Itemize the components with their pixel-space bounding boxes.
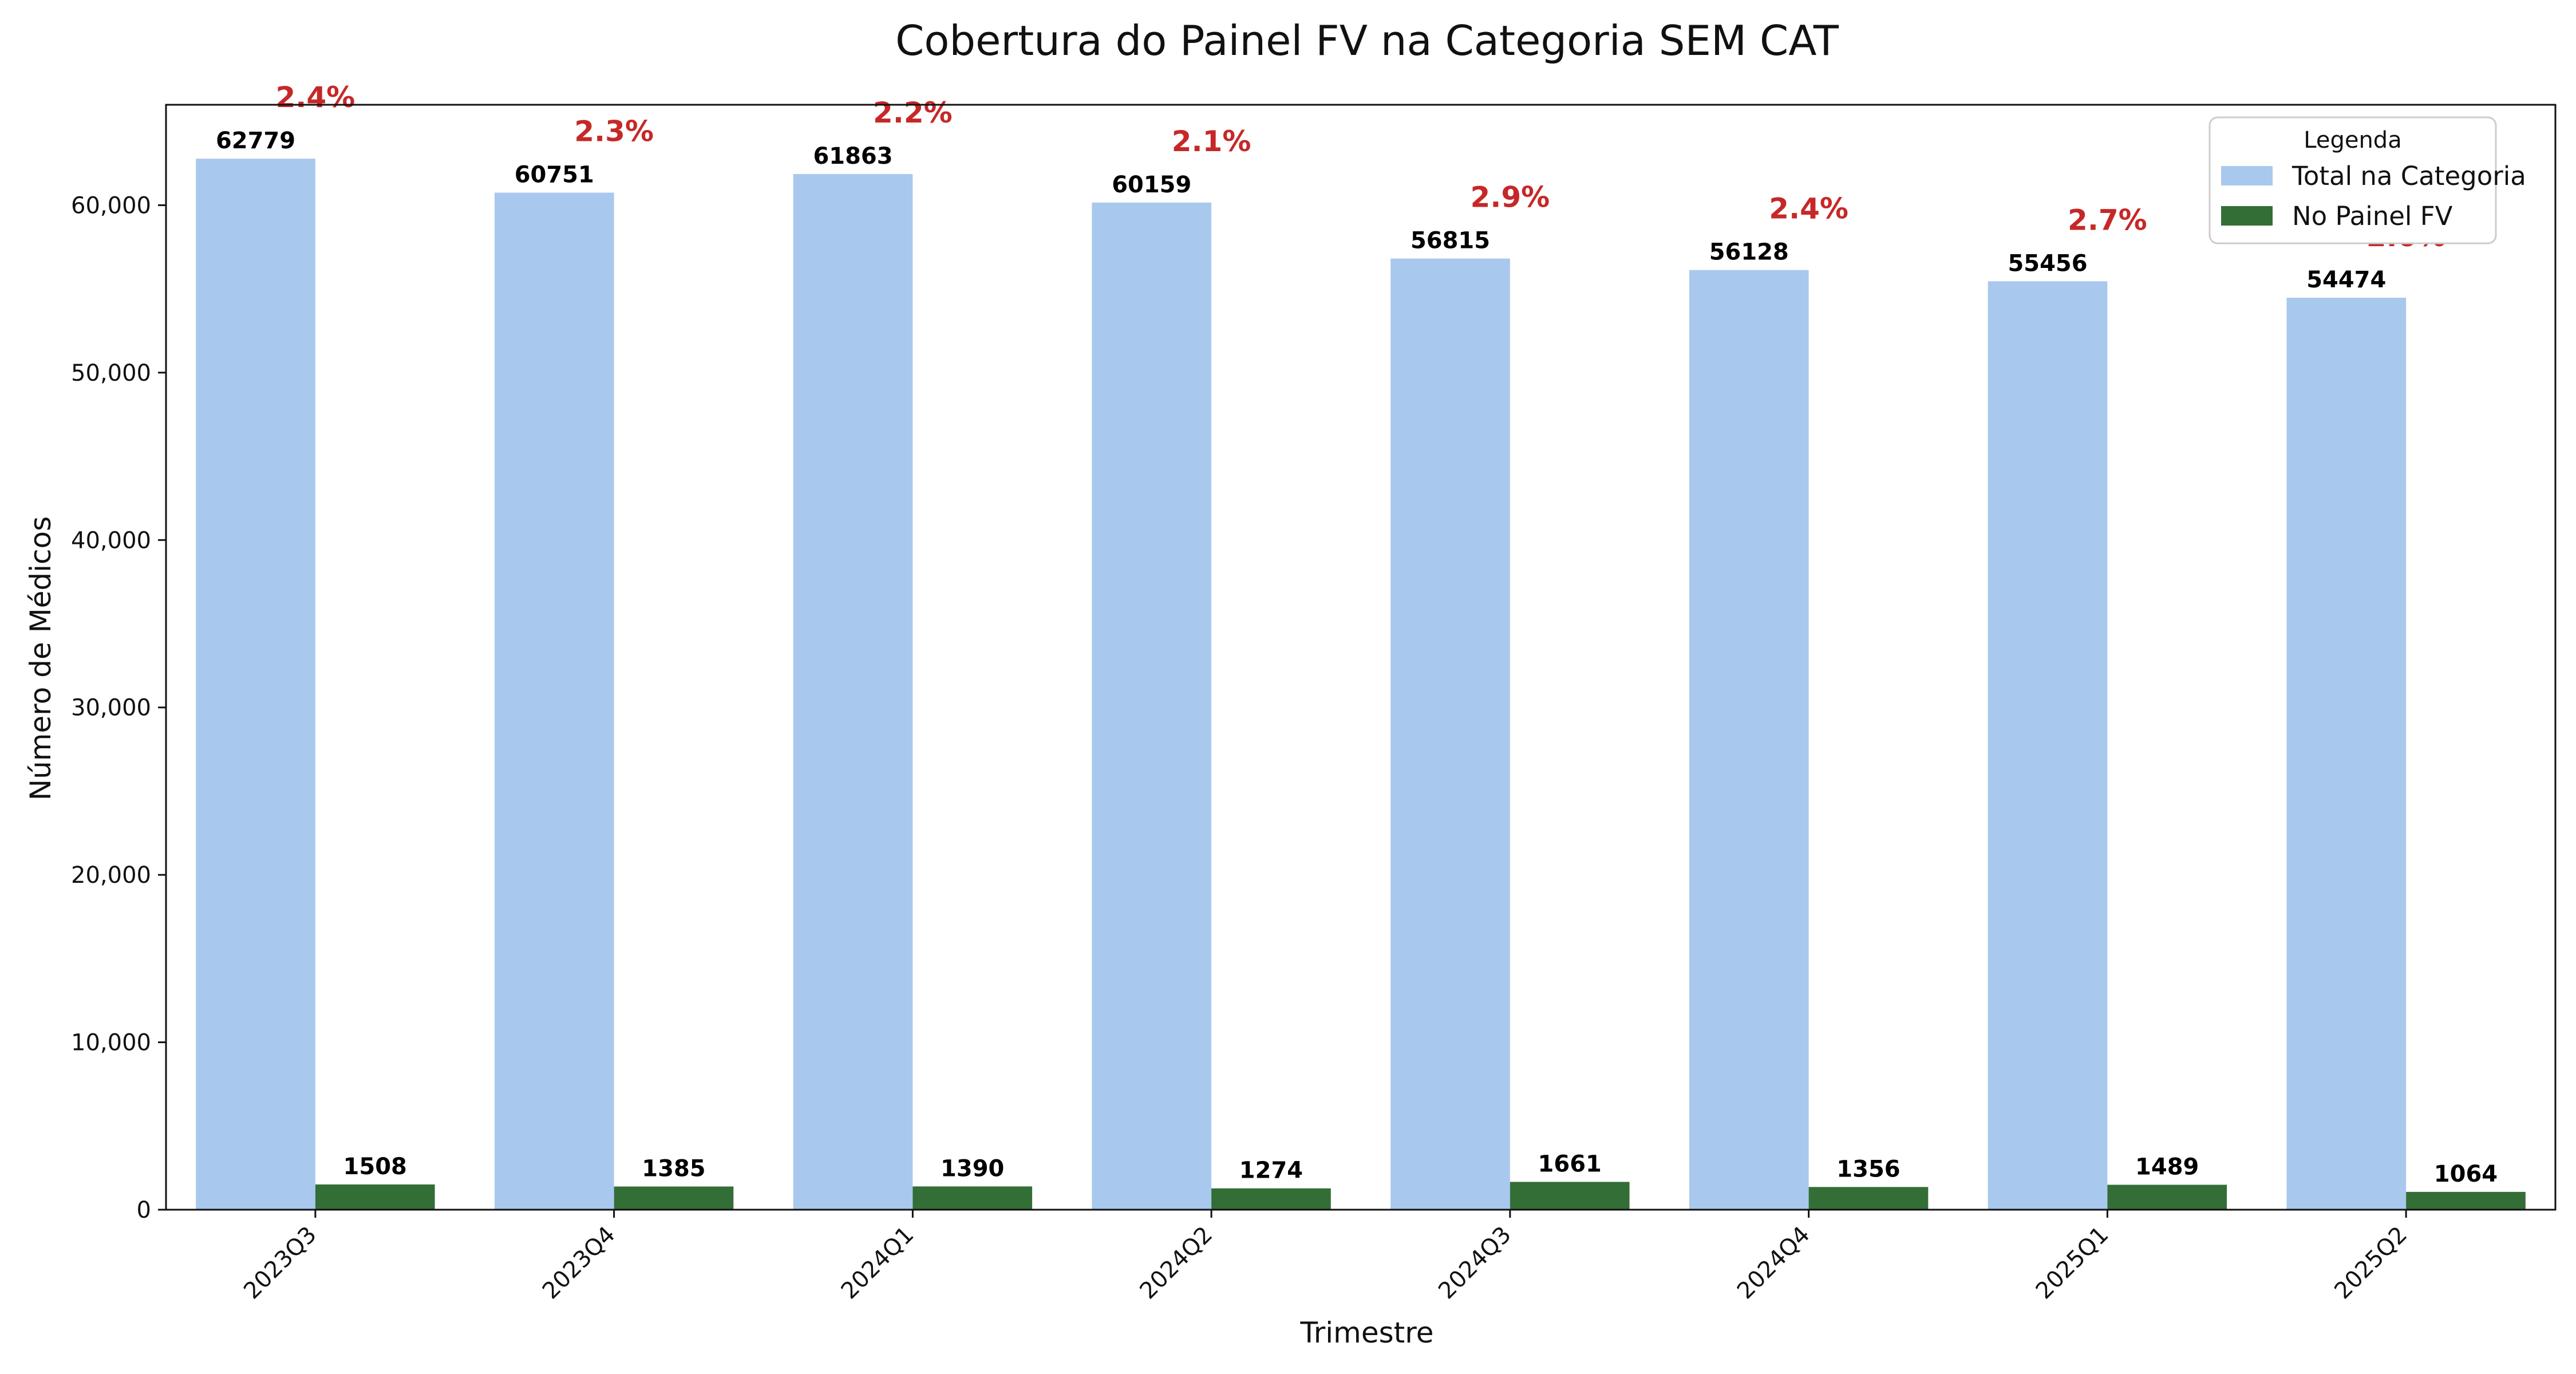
panel-value-label: 1508 (343, 1154, 407, 1180)
bar-total-2025Q1 (1988, 281, 2108, 1210)
bar-panel-2024Q4 (1808, 1187, 1929, 1210)
x-axis-label: Trimestre (1300, 1316, 1434, 1349)
total-value-label: 55456 (2008, 250, 2087, 277)
panel-value-label: 1661 (1538, 1151, 1602, 1177)
y-tick-label: 20,000 (71, 862, 151, 889)
y-tick-label: 40,000 (71, 527, 151, 554)
legend-title: Legenda (2304, 127, 2401, 153)
total-value-label: 54474 (2306, 267, 2386, 293)
bar-total-2023Q3 (196, 159, 315, 1210)
axis-layer: 2023Q3 2023Q4 2024Q1 2024Q2 2024Q3 2024Q4 2025… (71, 104, 2557, 1305)
coverage-percent-label: 2.3% (574, 114, 654, 148)
x-tick-label: 2024Q1 (836, 1222, 919, 1305)
total-value-label: 56815 (1411, 228, 1490, 254)
bar-panel-2023Q4 (614, 1186, 734, 1210)
bar-total-2024Q4 (1689, 270, 1809, 1210)
chart-title: Cobertura do Painel FV na Categoria SEM … (895, 17, 1839, 65)
bar-panel-2025Q1 (2107, 1185, 2227, 1210)
x-tick-label: 2025Q2 (2329, 1222, 2412, 1305)
bar-total-2024Q3 (1390, 258, 1510, 1210)
bar-total-2025Q2 (2286, 298, 2407, 1210)
panel-value-label: 1385 (642, 1155, 705, 1182)
panel-value-label: 1064 (2434, 1161, 2498, 1187)
plot-area: 62779 1508 2.4% 60751 1385 2.3% 61863 1390 2.2% 6… (71, 81, 2557, 1305)
bar-total-2024Q2 (1092, 202, 1212, 1210)
panel-value-label: 1356 (1836, 1156, 1900, 1182)
coverage-percent-label: 2.2% (873, 96, 953, 129)
y-tick-label: 30,000 (71, 695, 151, 721)
labels-layer: 62779 1508 2.4% 60751 1385 2.3% 61863 1390 2.2% 6… (216, 81, 2498, 1187)
legend-box (2208, 116, 2497, 244)
x-tick-label: 2024Q4 (1732, 1222, 1815, 1305)
panel-value-label: 1489 (2135, 1154, 2199, 1180)
x-tick-label: 2024Q3 (1433, 1222, 1516, 1305)
y-tick-label: 0 (137, 1197, 151, 1223)
bar-panel-2024Q1 (912, 1186, 1033, 1210)
panel-value-label: 1390 (941, 1155, 1004, 1182)
bar-total-2024Q1 (793, 173, 913, 1210)
y-tick-label: 50,000 (71, 360, 151, 386)
coverage-percent-label: 2.1% (1172, 125, 1251, 158)
bar-panel-2024Q3 (1510, 1182, 1630, 1210)
y-tick-label: 60,000 (71, 192, 151, 219)
panel-value-label: 1274 (1239, 1158, 1303, 1184)
total-value-label: 56128 (1709, 239, 1789, 266)
x-tick-label: 2023Q4 (538, 1222, 621, 1305)
x-tick-label: 2023Q3 (239, 1222, 322, 1305)
legend-swatch-panel (2221, 206, 2273, 226)
total-value-label: 60159 (1112, 172, 1191, 198)
bar-panel-2025Q2 (2406, 1191, 2526, 1210)
total-value-label: 61863 (813, 143, 892, 169)
legend-label-total: Total na Categoria (2291, 161, 2526, 191)
legend-label-panel: No Painel FV (2292, 201, 2453, 231)
x-tick-label: 2024Q2 (1135, 1222, 1218, 1305)
x-tick-label: 2025Q1 (2031, 1222, 2114, 1305)
legend: Legenda Total na Categoria No Painel FV (2208, 116, 2526, 244)
coverage-percent-label: 2.4% (1769, 192, 1848, 226)
total-value-label: 62779 (216, 128, 295, 154)
bar-total-2023Q4 (494, 192, 614, 1210)
bar-panel-2023Q3 (315, 1184, 435, 1210)
plot-frame (165, 104, 2557, 1211)
y-axis-label: Número de Médicos (24, 516, 57, 801)
bar-panel-2024Q2 (1211, 1188, 1331, 1210)
coverage-percent-label: 2.9% (1471, 181, 1550, 214)
coverage-percent-label: 2.7% (2068, 203, 2147, 236)
bars-layer (196, 159, 2526, 1210)
total-value-label: 60751 (515, 161, 594, 188)
coverage-percent-label: 2.4% (276, 81, 355, 114)
legend-swatch-total (2221, 166, 2273, 185)
y-tick-label: 10,000 (71, 1030, 151, 1056)
